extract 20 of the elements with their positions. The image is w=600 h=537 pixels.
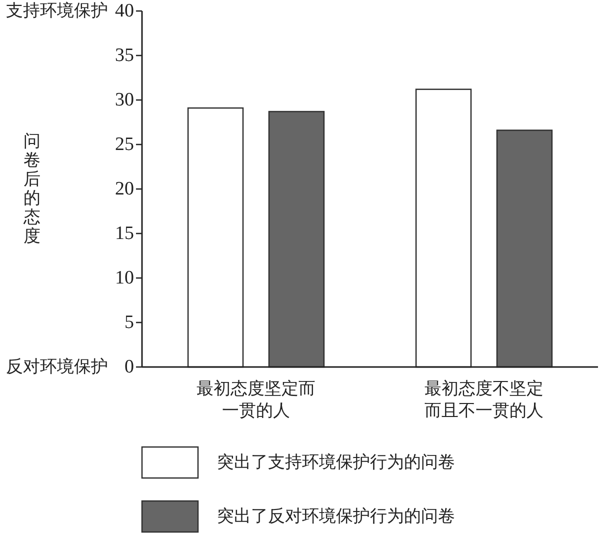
bar (268, 110, 325, 368)
y-tick-label: 0 (124, 356, 134, 378)
legend-label: 突出了反对环境保护行为的问卷 (217, 506, 455, 526)
x-tick-label: 最初态度坚定而一贯的人 (196, 379, 316, 421)
legend-label: 突出了支持环境保护行为的问卷 (217, 452, 455, 472)
y-tick-label: 20 (115, 178, 134, 200)
bar (415, 88, 472, 368)
y-tick-label: 5 (124, 312, 134, 333)
y-tick-label: 30 (115, 90, 134, 110)
text: 支持环境保护 (6, 1, 108, 21)
x-tick-label: 最初态度不坚定而且不一贯的人 (424, 379, 544, 421)
bar (496, 130, 553, 368)
y-tick-label: 25 (115, 134, 134, 155)
y-axis-title: 问卷后的态度 (22, 132, 40, 246)
text: 反对环境保护 (6, 357, 108, 377)
y-tick-label: 15 (115, 223, 134, 244)
y-tick-label: 40 (115, 0, 134, 22)
y-tick-label: 35 (115, 45, 134, 66)
y-tick-label: 10 (115, 268, 134, 288)
bar (187, 107, 244, 368)
